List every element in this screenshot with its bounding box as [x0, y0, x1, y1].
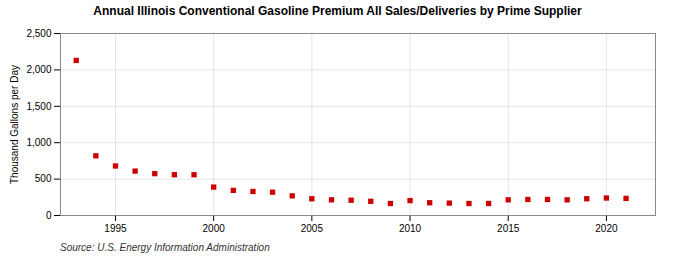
svg-text:2000: 2000: [203, 223, 226, 234]
html-text:Annual Illinois Conventional G: Annual Illinois Conventional Gasoline Pr…: [93, 4, 582, 18]
svg-text:Thousand Gallons per Day: Thousand Gallons per Day: [9, 65, 20, 184]
svg-text:2010: 2010: [399, 223, 422, 234]
svg-text:1,000: 1,000: [26, 137, 51, 148]
svg-text:0: 0: [46, 210, 52, 221]
svg-text:2,500: 2,500: [26, 28, 51, 39]
html-text:Source: U.S. Energy Informatio: Source: U.S. Energy Information Administ…: [60, 242, 270, 253]
svg-text:2,000: 2,000: [26, 64, 51, 75]
svg-text:1,500: 1,500: [26, 101, 51, 112]
svg-text:1995: 1995: [104, 223, 127, 234]
svg-text:2020: 2020: [595, 223, 618, 234]
svg-text:2005: 2005: [301, 223, 324, 234]
svg-text:2015: 2015: [497, 223, 520, 234]
svg-text:500: 500: [35, 173, 52, 184]
